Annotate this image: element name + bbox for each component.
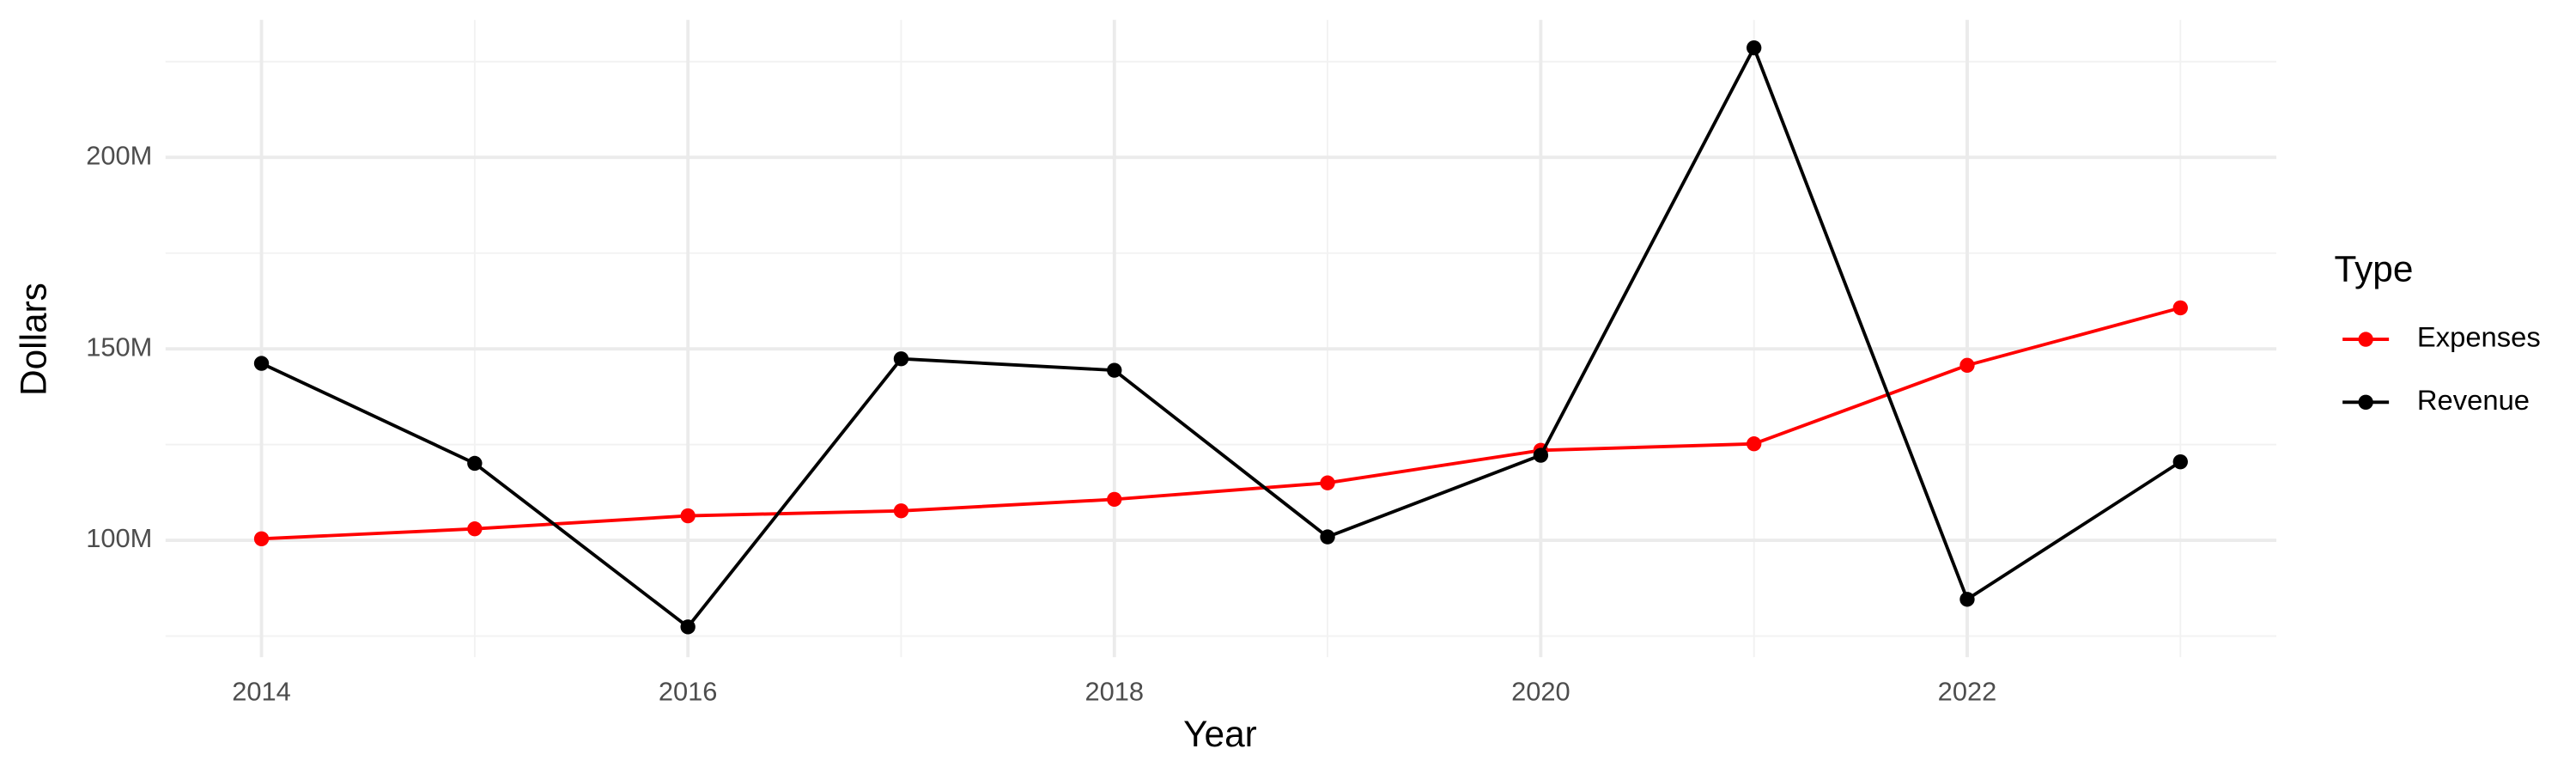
- point: [1107, 491, 1122, 508]
- x-tick-label: 2016: [659, 677, 718, 707]
- line: [260, 44, 2182, 630]
- point: [680, 508, 696, 524]
- point: [1747, 436, 1762, 452]
- point: [893, 351, 909, 367]
- y-tick-label: 100M: [86, 523, 152, 553]
- y-tick-label: 200M: [86, 140, 152, 170]
- point: [893, 503, 909, 519]
- legend-item: Revenue: [2342, 384, 2530, 416]
- point: [1747, 40, 1762, 56]
- line: [261, 306, 2181, 541]
- point: [2172, 300, 2188, 316]
- point: [1107, 362, 1122, 378]
- legend-key-point: [2358, 394, 2373, 410]
- x-axis-title: Year: [1183, 714, 1257, 754]
- point: [253, 531, 270, 546]
- x-tick-label: 2022: [1938, 677, 1997, 707]
- x-tick-label: 2020: [1511, 677, 1571, 707]
- point: [1959, 357, 1975, 373]
- legend-title: Type: [2335, 248, 2414, 289]
- legend-key-point: [2358, 332, 2373, 347]
- point: [467, 521, 483, 537]
- point: [253, 356, 270, 371]
- x-tick-label: 2018: [1084, 677, 1144, 707]
- x-tick-label: 2014: [232, 677, 291, 707]
- y-axis-title: Dollars: [14, 283, 54, 396]
- point: [1320, 529, 1335, 545]
- grid: [165, 20, 2277, 658]
- point: [467, 455, 483, 472]
- legend-item: Expenses: [2342, 321, 2541, 353]
- y-tick-label: 150M: [86, 332, 152, 362]
- legend-label: Expenses: [2417, 321, 2541, 353]
- point: [2172, 454, 2188, 470]
- point: [680, 619, 696, 635]
- point: [1959, 592, 1975, 607]
- series: [253, 40, 2188, 635]
- point: [1320, 475, 1335, 490]
- point: [1533, 447, 1549, 463]
- legend-label: Revenue: [2417, 384, 2530, 416]
